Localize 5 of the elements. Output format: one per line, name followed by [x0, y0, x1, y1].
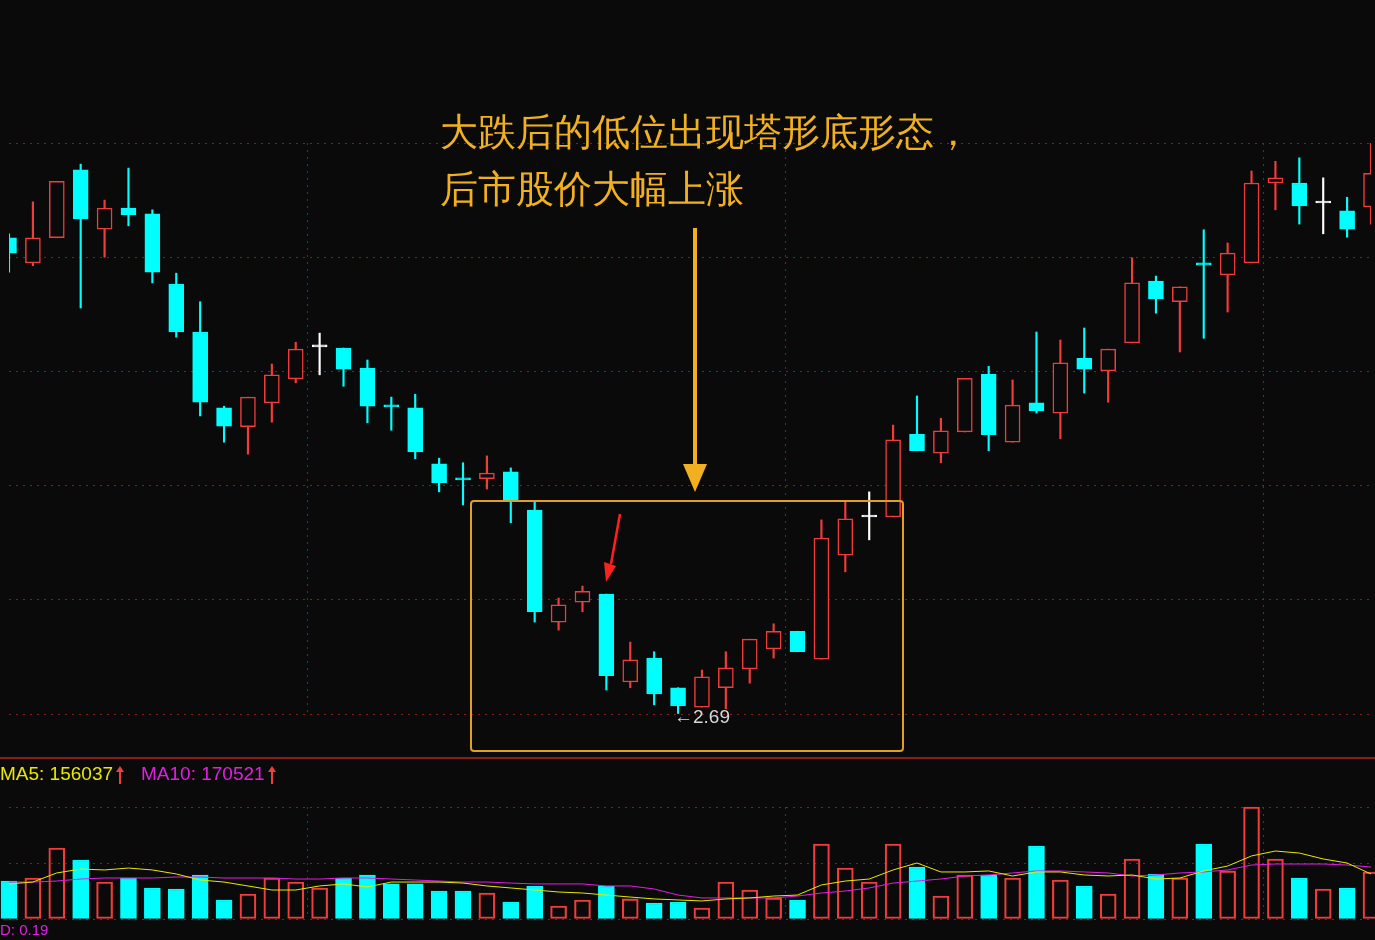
annotation: ←2.69 — [674, 706, 730, 728]
text: MA10: 170521 — [141, 763, 265, 784]
text: MA5: 156037 — [0, 763, 114, 784]
annotation: 大跌后的低位出现塔形底形态，后市股价大幅上涨 — [440, 110, 973, 212]
text: D: 0.19 — [0, 921, 49, 939]
